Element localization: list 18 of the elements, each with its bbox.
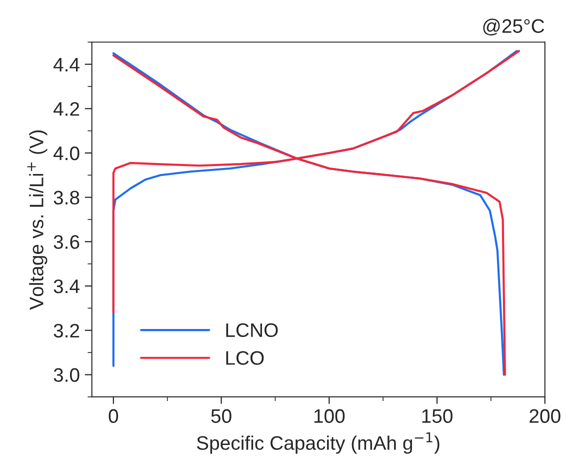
y-tick-label: 3.6: [54, 235, 80, 249]
y-tick-label: 3.4: [54, 279, 80, 294]
y-axis-title: Voltage vs. Li/Li$^{+}$ (V): [27, 130, 48, 310]
y-tick-label: 4.2: [53, 102, 80, 116]
y-tick-label: 4.0: [53, 146, 80, 160]
x-tick-label: 200: [530, 409, 560, 423]
y-tick-label: 3.2: [54, 324, 80, 338]
x-tick-label: 0: [108, 409, 118, 423]
x-tick-label: 50: [211, 409, 232, 423]
x-tick-label: 150: [422, 409, 452, 423]
y-tick-label: 4.4: [53, 58, 80, 72]
y-tick-label: 3.8: [54, 190, 80, 205]
legend-label: LCO: [226, 351, 264, 365]
x-axis-title: Specific Capacity (mAh g$^{−1}$): [196, 432, 440, 454]
legend-label: LCNO: [226, 323, 278, 338]
y-tick-label: 3.0: [54, 368, 80, 382]
x-tick-label: 100: [314, 409, 345, 423]
text: @25°C: [483, 18, 544, 36]
